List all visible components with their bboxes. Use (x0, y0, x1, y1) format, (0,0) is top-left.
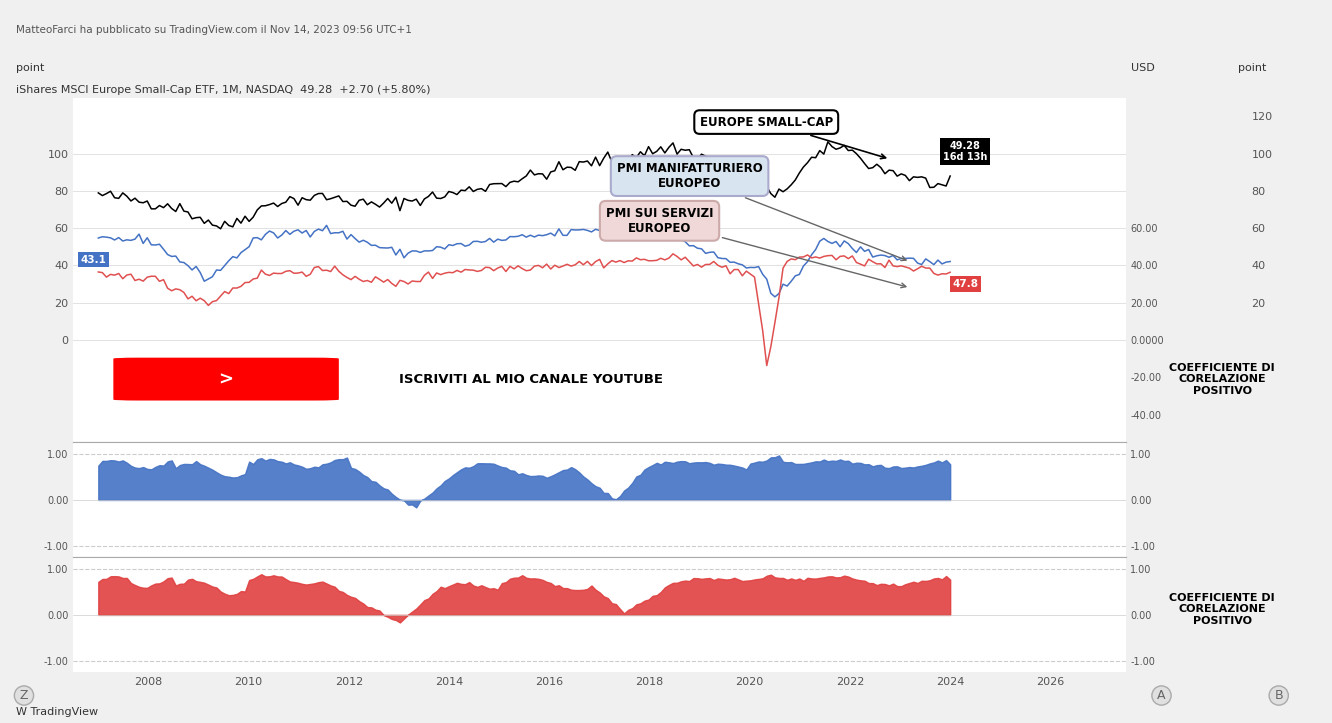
Text: B: B (1275, 689, 1283, 702)
Text: point: point (1237, 63, 1267, 73)
Text: A: A (1158, 689, 1166, 702)
Text: 43.1: 43.1 (81, 254, 107, 265)
Text: COEFFICIENTE DI
CORELAZIONE
POSITIVO: COEFFICIENTE DI CORELAZIONE POSITIVO (1169, 363, 1275, 396)
Text: W TradingView: W TradingView (16, 707, 99, 717)
Text: 47.8: 47.8 (952, 279, 978, 289)
Text: iShares MSCI Europe Small-Cap ETF, 1M, NASDAQ  49.28  +2.70 (+5.80%): iShares MSCI Europe Small-Cap ETF, 1M, N… (16, 85, 430, 95)
Text: EUROPE SMALL-CAP: EUROPE SMALL-CAP (699, 116, 886, 159)
Text: point: point (16, 63, 44, 73)
Text: PMI MANIFATTURIERO
EUROPEO: PMI MANIFATTURIERO EUROPEO (617, 162, 906, 260)
Text: PMI SUI SERVIZI
EUROPEO: PMI SUI SERVIZI EUROPEO (606, 207, 906, 288)
Text: USD: USD (1131, 63, 1155, 73)
Text: 49.28
16d 13h: 49.28 16d 13h (943, 141, 987, 163)
Text: Z: Z (20, 689, 28, 702)
Text: COEFFICIENTE DI
CORELAZIONE
POSITIVO: COEFFICIENTE DI CORELAZIONE POSITIVO (1169, 593, 1275, 626)
Text: ISCRIVITI AL MIO CANALE YOUTUBE: ISCRIVITI AL MIO CANALE YOUTUBE (400, 372, 663, 385)
Text: >: > (218, 370, 233, 388)
FancyBboxPatch shape (113, 358, 338, 401)
Text: MatteoFarci ha pubblicato su TradingView.com il Nov 14, 2023 09:56 UTC+1: MatteoFarci ha pubblicato su TradingView… (16, 25, 412, 35)
